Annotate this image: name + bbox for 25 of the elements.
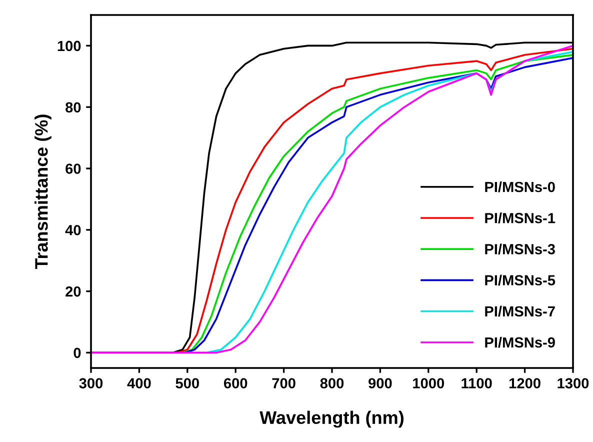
legend-label: PI/MSNs-3 [485, 244, 555, 254]
x-tick-label: 1200 [510, 378, 540, 388]
x-tick-label: 500 [176, 378, 199, 388]
x-tick-label: 600 [224, 378, 248, 388]
x-tick-label: 800 [320, 378, 344, 388]
x-tick-label: 1000 [413, 378, 444, 388]
y-tick-label: 20 [66, 286, 81, 297]
y-tick-label: 100 [58, 40, 81, 52]
x-tick-label: 400 [127, 378, 151, 388]
x-tick-label: 900 [368, 378, 392, 388]
legend-label: PI/MSNs-7 [485, 306, 555, 317]
legend-label: PI/MSNs-1 [485, 212, 556, 224]
x-tick-label: 300 [79, 378, 103, 388]
x-tick-label: 700 [272, 378, 296, 388]
y-tick-label: 60 [66, 164, 81, 174]
x-axis-title: Wavelength (nm) [260, 410, 404, 428]
legend-label: PI/MSNs-9 [485, 336, 555, 348]
y-axis-title: Transmittance (%) [34, 114, 52, 270]
y-tick-label: 40 [65, 224, 81, 236]
legend-label: PI/MSNs-5 [485, 274, 556, 286]
x-tick-label: 1300 [558, 378, 589, 388]
y-tick-label: 80 [66, 102, 81, 113]
x-tick-label: 1100 [462, 378, 492, 388]
y-tick-label: 0 [74, 348, 81, 358]
legend-label: PI/MSNs-0 [485, 181, 555, 192]
